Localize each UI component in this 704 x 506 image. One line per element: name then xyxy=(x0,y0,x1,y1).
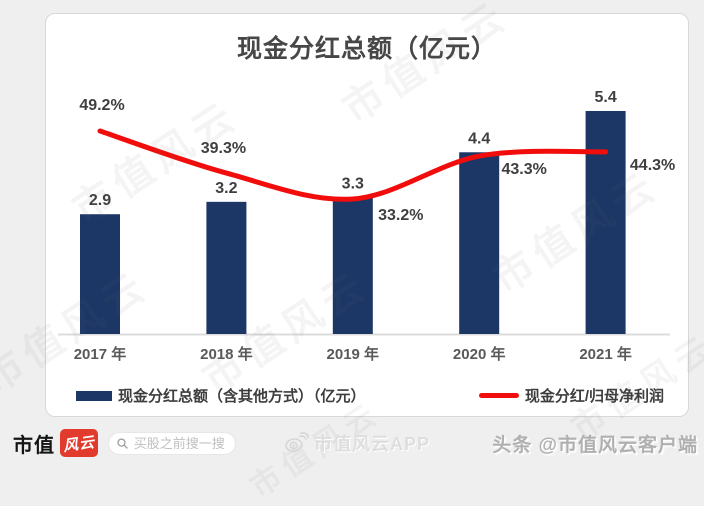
bar-legend-swatch xyxy=(76,390,112,401)
legend: 现金分红总额（含其他方式）（亿元） 现金分红/归母净利润 xyxy=(46,385,688,406)
brand-text: 市值 xyxy=(13,434,55,457)
legend-item-line: 现金分红/归母净利润 xyxy=(478,385,664,406)
brand-logo: 风云 xyxy=(60,429,98,457)
weibo-icon xyxy=(285,432,309,452)
chart-title: 现金分红总额（亿元） xyxy=(236,35,497,63)
search-box[interactable] xyxy=(108,431,236,455)
x-tick-label: 2018 年 xyxy=(200,345,253,363)
line-value-label: 44.3% xyxy=(630,157,675,174)
x-tick-label: 2020 年 xyxy=(453,345,506,363)
bar-value-label: 2.9 xyxy=(89,192,111,209)
x-tick-label: 2021 年 xyxy=(579,345,632,363)
toutiao-watermark-text: 头条 @市值风云客户端 xyxy=(492,434,698,456)
bar-value-label: 3.2 xyxy=(215,180,237,197)
bar xyxy=(585,110,626,334)
chart-canvas: 2.9 2017 年 3.2 2018 年 3.3 2019 年 4.4 2020 年 5.4 2… xyxy=(58,89,675,363)
brand-logo-text: 风云 xyxy=(62,433,97,455)
bar-value-label: 4.4 xyxy=(468,130,490,147)
search-icon xyxy=(117,437,128,449)
ratio-line xyxy=(97,128,609,202)
bar xyxy=(206,201,247,334)
bar xyxy=(459,152,500,334)
legend-item-bar: 现金分红总额（含其他方式）（亿元） xyxy=(76,385,366,406)
chart-card: 现金分红总额（亿元） 2.9 2017 年 3.2 2018 年 3.3 2019 年 4.… xyxy=(45,13,689,417)
search-input[interactable] xyxy=(131,434,227,452)
x-tick-label: 2019 年 xyxy=(327,345,380,363)
line-value-label: 49.2% xyxy=(79,97,124,114)
line-value-label: 43.3% xyxy=(502,161,547,178)
weibo-watermark: 市值风云APP xyxy=(284,430,430,456)
bar xyxy=(80,214,120,334)
x-tick-label: 2017 年 xyxy=(74,345,127,363)
line-value-label: 33.2% xyxy=(378,207,423,224)
bar xyxy=(332,197,373,334)
line-legend-label: 现金分红/归母净利润 xyxy=(524,388,664,405)
bar-legend-label: 现金分红总额（含其他方式）（亿元） xyxy=(118,388,366,405)
weibo-watermark-text: 市值风云APP xyxy=(314,434,431,454)
line-value-label: 39.3% xyxy=(201,140,246,157)
bar-value-label: 5.4 xyxy=(594,89,616,106)
footer-bar: 市值 风云 市值风云APP 头条 @市值风云客户端 xyxy=(0,417,704,469)
page: 现金分红总额（亿元） 2.9 2017 年 3.2 2018 年 3.3 2019 年 4.… xyxy=(0,13,704,469)
bar-value-label: 3.3 xyxy=(342,176,364,193)
line-legend-swatch xyxy=(478,393,519,398)
